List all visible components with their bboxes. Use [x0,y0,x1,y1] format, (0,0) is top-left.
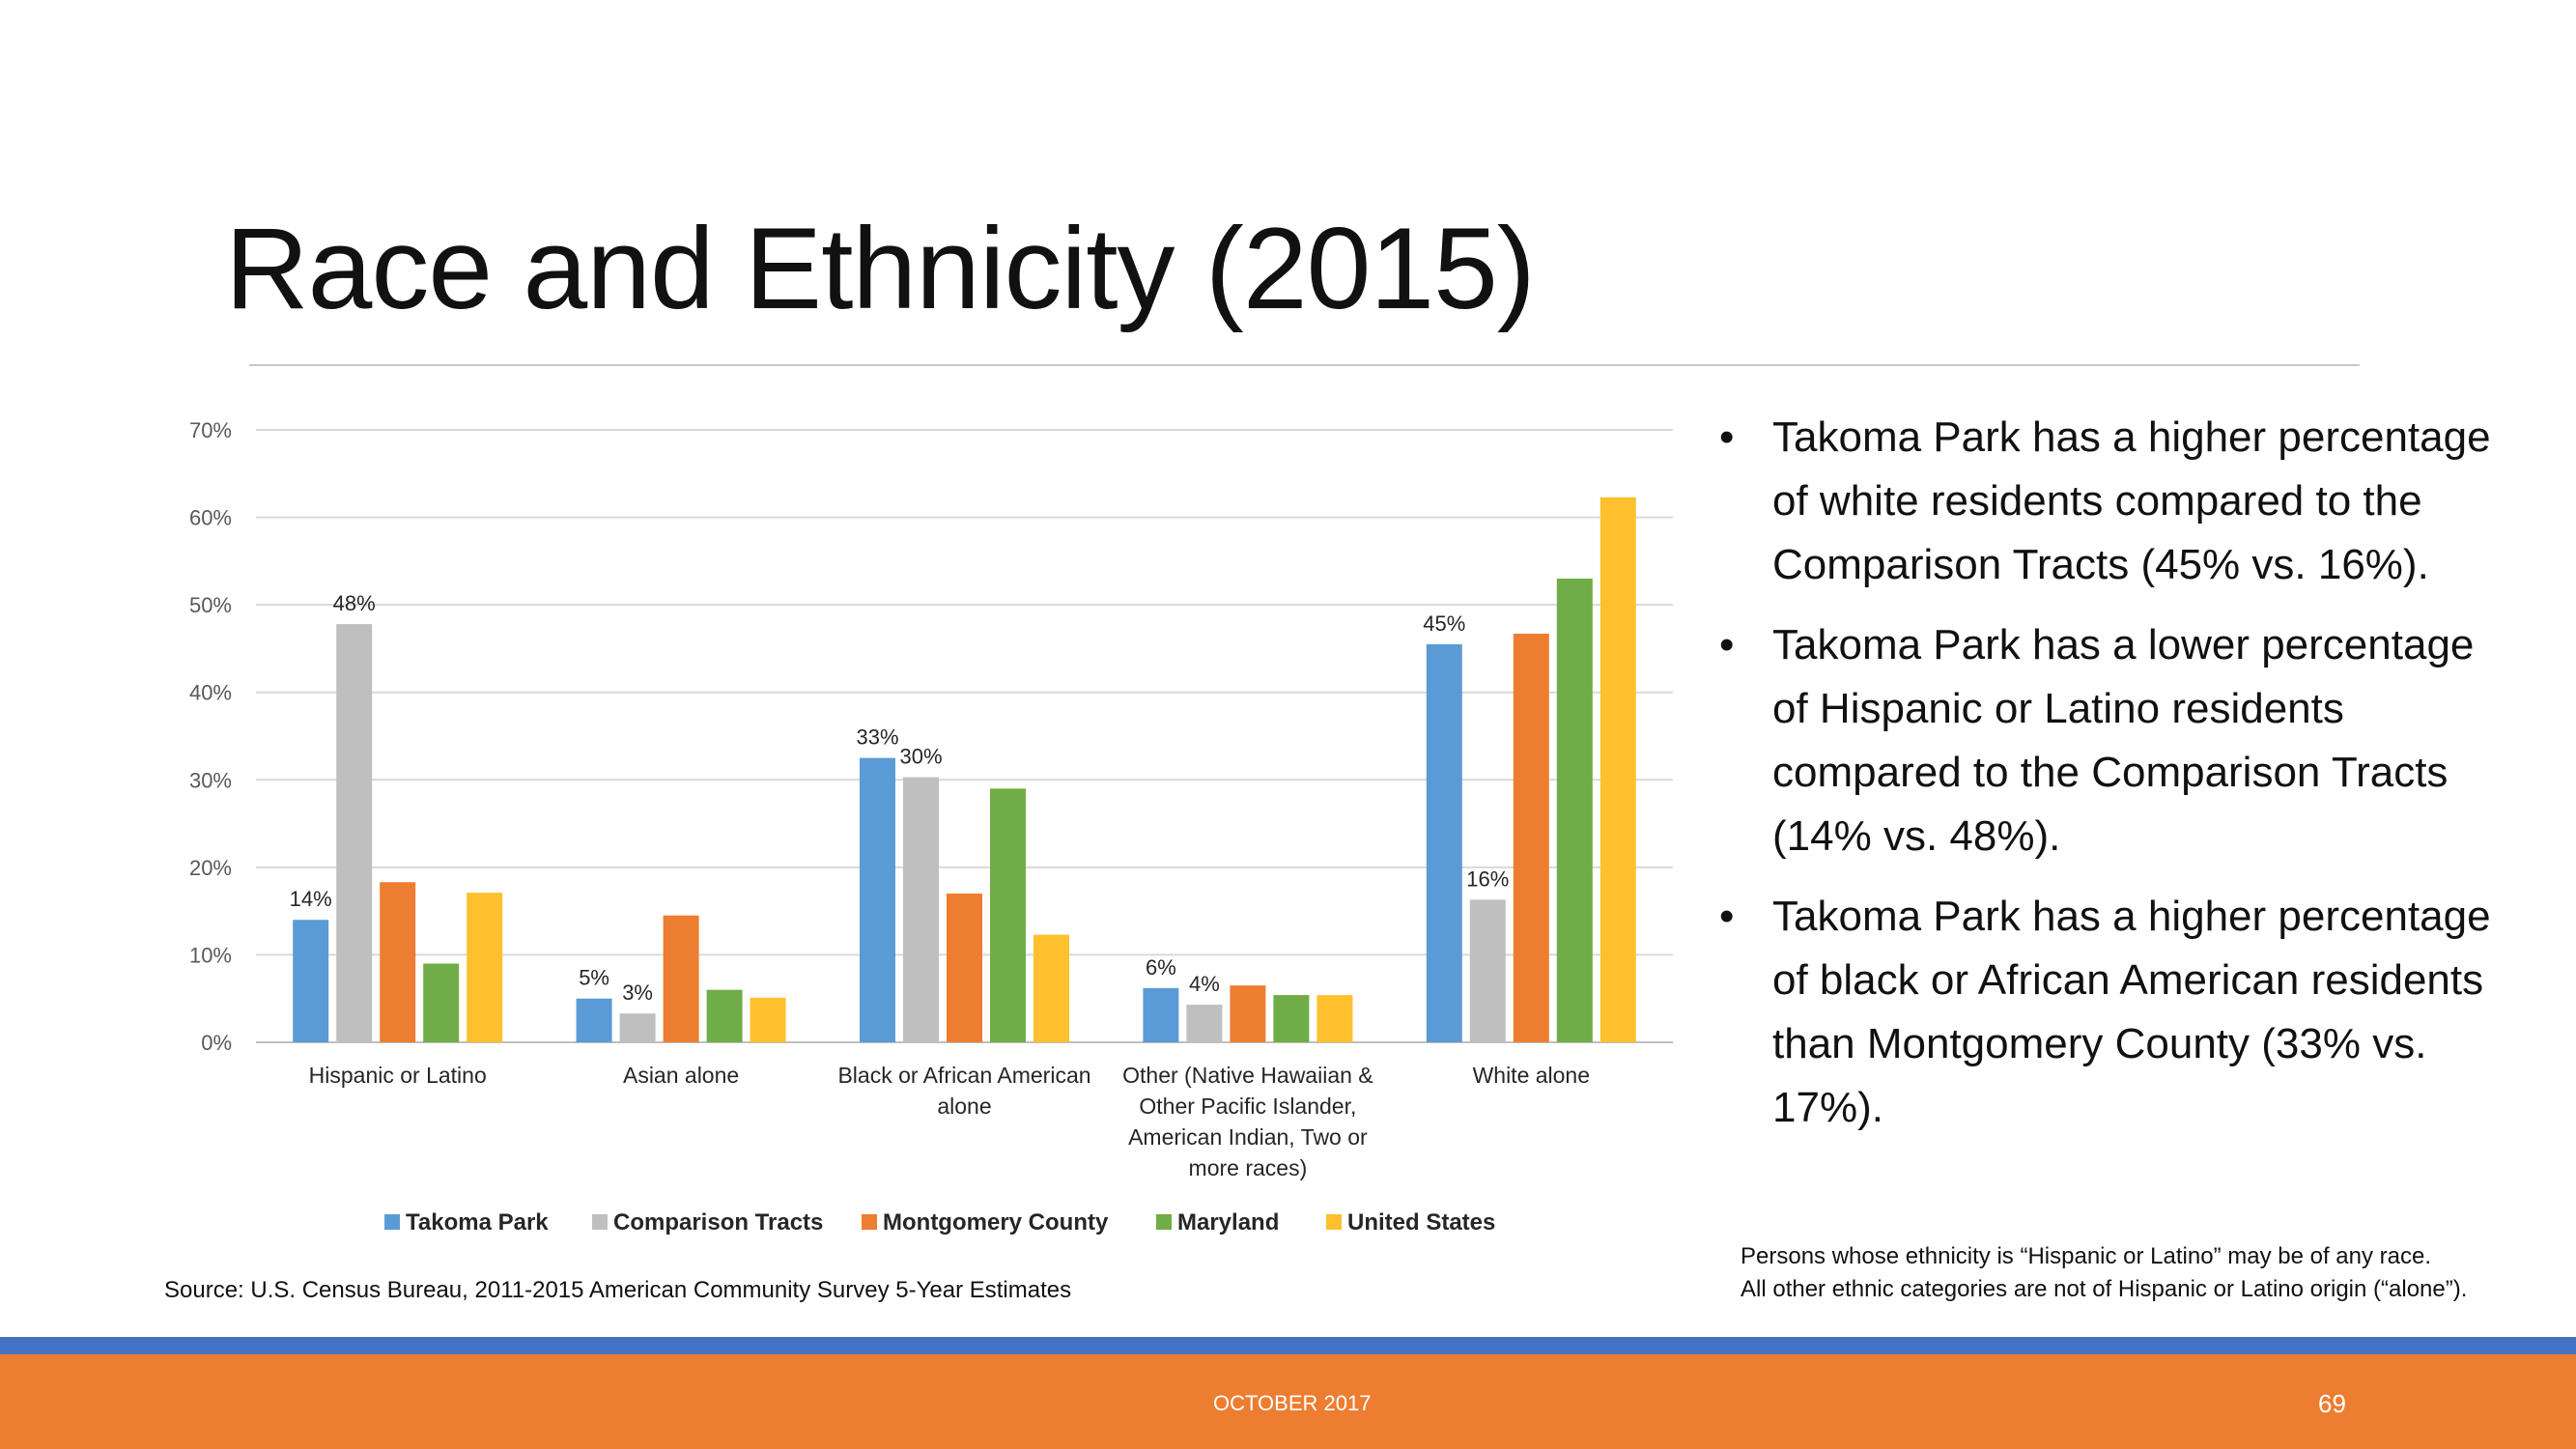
y-tick-label: 0% [201,1031,232,1055]
bar [1230,985,1266,1042]
bullet-text: Takoma Park has a higher percentage of w… [1772,413,2491,588]
legend-swatch [1326,1214,1342,1230]
bar [576,998,612,1042]
data-label: 30% [899,745,942,769]
legend-label: Comparison Tracts [613,1209,823,1236]
legend-swatch [384,1214,400,1230]
y-tick-label: 30% [189,768,232,792]
bullet-item: • Takoma Park has a lower percentage of H… [1719,613,2511,868]
data-label: 33% [856,725,898,750]
slide-title: Race and Ethnicity (2015) [225,204,1536,333]
bar [1033,934,1069,1042]
bar [1143,987,1179,1042]
footer-orange-band [0,1354,2576,1449]
data-label: 14% [290,887,332,911]
legend-swatch [592,1214,608,1230]
bar [990,788,1026,1042]
note-line: All other ethnic categories are not of H… [1741,1276,2468,1302]
bar [706,989,743,1042]
x-category-label: Asian alone [623,1063,739,1088]
bar [1469,899,1506,1042]
x-category-label: Other (Native Hawaiian & [1122,1063,1373,1088]
y-tick-label: 70% [189,418,232,442]
legend-label: Montgomery County [883,1209,1109,1236]
data-label: 45% [1423,611,1465,636]
ethnicity-note: Persons whose ethnicity is “Hispanic or … [1741,1240,2467,1306]
legend-swatch [862,1214,877,1230]
x-category-label: American Indian, Two or [1128,1124,1368,1150]
bar [663,915,699,1042]
data-label: 3% [622,980,653,1005]
legend-label: Maryland [1177,1209,1279,1236]
y-tick-label: 60% [189,506,232,530]
bar [860,757,895,1042]
note-line: Persons whose ethnicity is “Hispanic or … [1741,1243,2431,1269]
bar [1273,995,1310,1042]
bullet-dot-icon: • [1719,621,1735,668]
x-category-label: Hispanic or Latino [309,1063,487,1088]
bar [1556,578,1593,1042]
bullet-text: Takoma Park has a lower percentage of Hi… [1772,621,2475,860]
x-category-label: alone [937,1094,991,1119]
bullet-text: Takoma Park has a higher percentage of b… [1772,893,2491,1131]
bar [467,893,503,1042]
bullet-dot-icon: • [1719,413,1735,461]
bullet-list: • Takoma Park has a higher percentage of … [1719,406,2511,1156]
x-category-label: Other Pacific Islander, [1139,1094,1356,1119]
bullet-dot-icon: • [1719,893,1735,940]
y-tick-label: 40% [189,681,232,705]
data-label: 5% [579,966,609,990]
bar [1426,643,1462,1042]
y-tick-label: 10% [189,943,232,967]
page-number: 69 [2318,1389,2346,1418]
bullet-item: • Takoma Park has a higher percentage of … [1719,885,2511,1140]
y-tick-label: 20% [189,856,232,880]
bar [903,777,939,1042]
bullet-item: • Takoma Park has a higher percentage of … [1719,406,2511,597]
bar [423,963,460,1042]
bar [1186,1005,1223,1042]
bar [336,624,373,1042]
x-category-label: Black or African American [837,1063,1090,1088]
title-divider [249,364,2360,366]
data-label: 6% [1146,955,1176,980]
y-tick-label: 50% [189,593,232,617]
x-category-label: White alone [1473,1063,1590,1088]
bar [1599,497,1636,1042]
data-label: 16% [1466,867,1509,891]
bar-chart: 0%10%20%30%40%50%60%70% 14%48%5%3%33%30%… [189,418,1673,1236]
legend-label: United States [1347,1209,1495,1236]
footer-blue-band [0,1337,2576,1354]
bar [1513,634,1549,1042]
source-citation: Source: U.S. Census Bureau, 2011-2015 Am… [164,1277,1072,1303]
legend-swatch [1156,1214,1172,1230]
legend-label: Takoma Park [406,1209,549,1236]
bar [947,894,982,1042]
bar [293,920,329,1042]
bar [750,997,786,1042]
x-category-label: more races) [1189,1155,1308,1180]
bar [380,882,416,1042]
data-label: 4% [1189,972,1220,996]
data-label: 48% [333,591,376,615]
footer-date: OCTOBER 2017 [1213,1391,1372,1415]
bar [619,1013,656,1042]
bar [1316,995,1353,1042]
